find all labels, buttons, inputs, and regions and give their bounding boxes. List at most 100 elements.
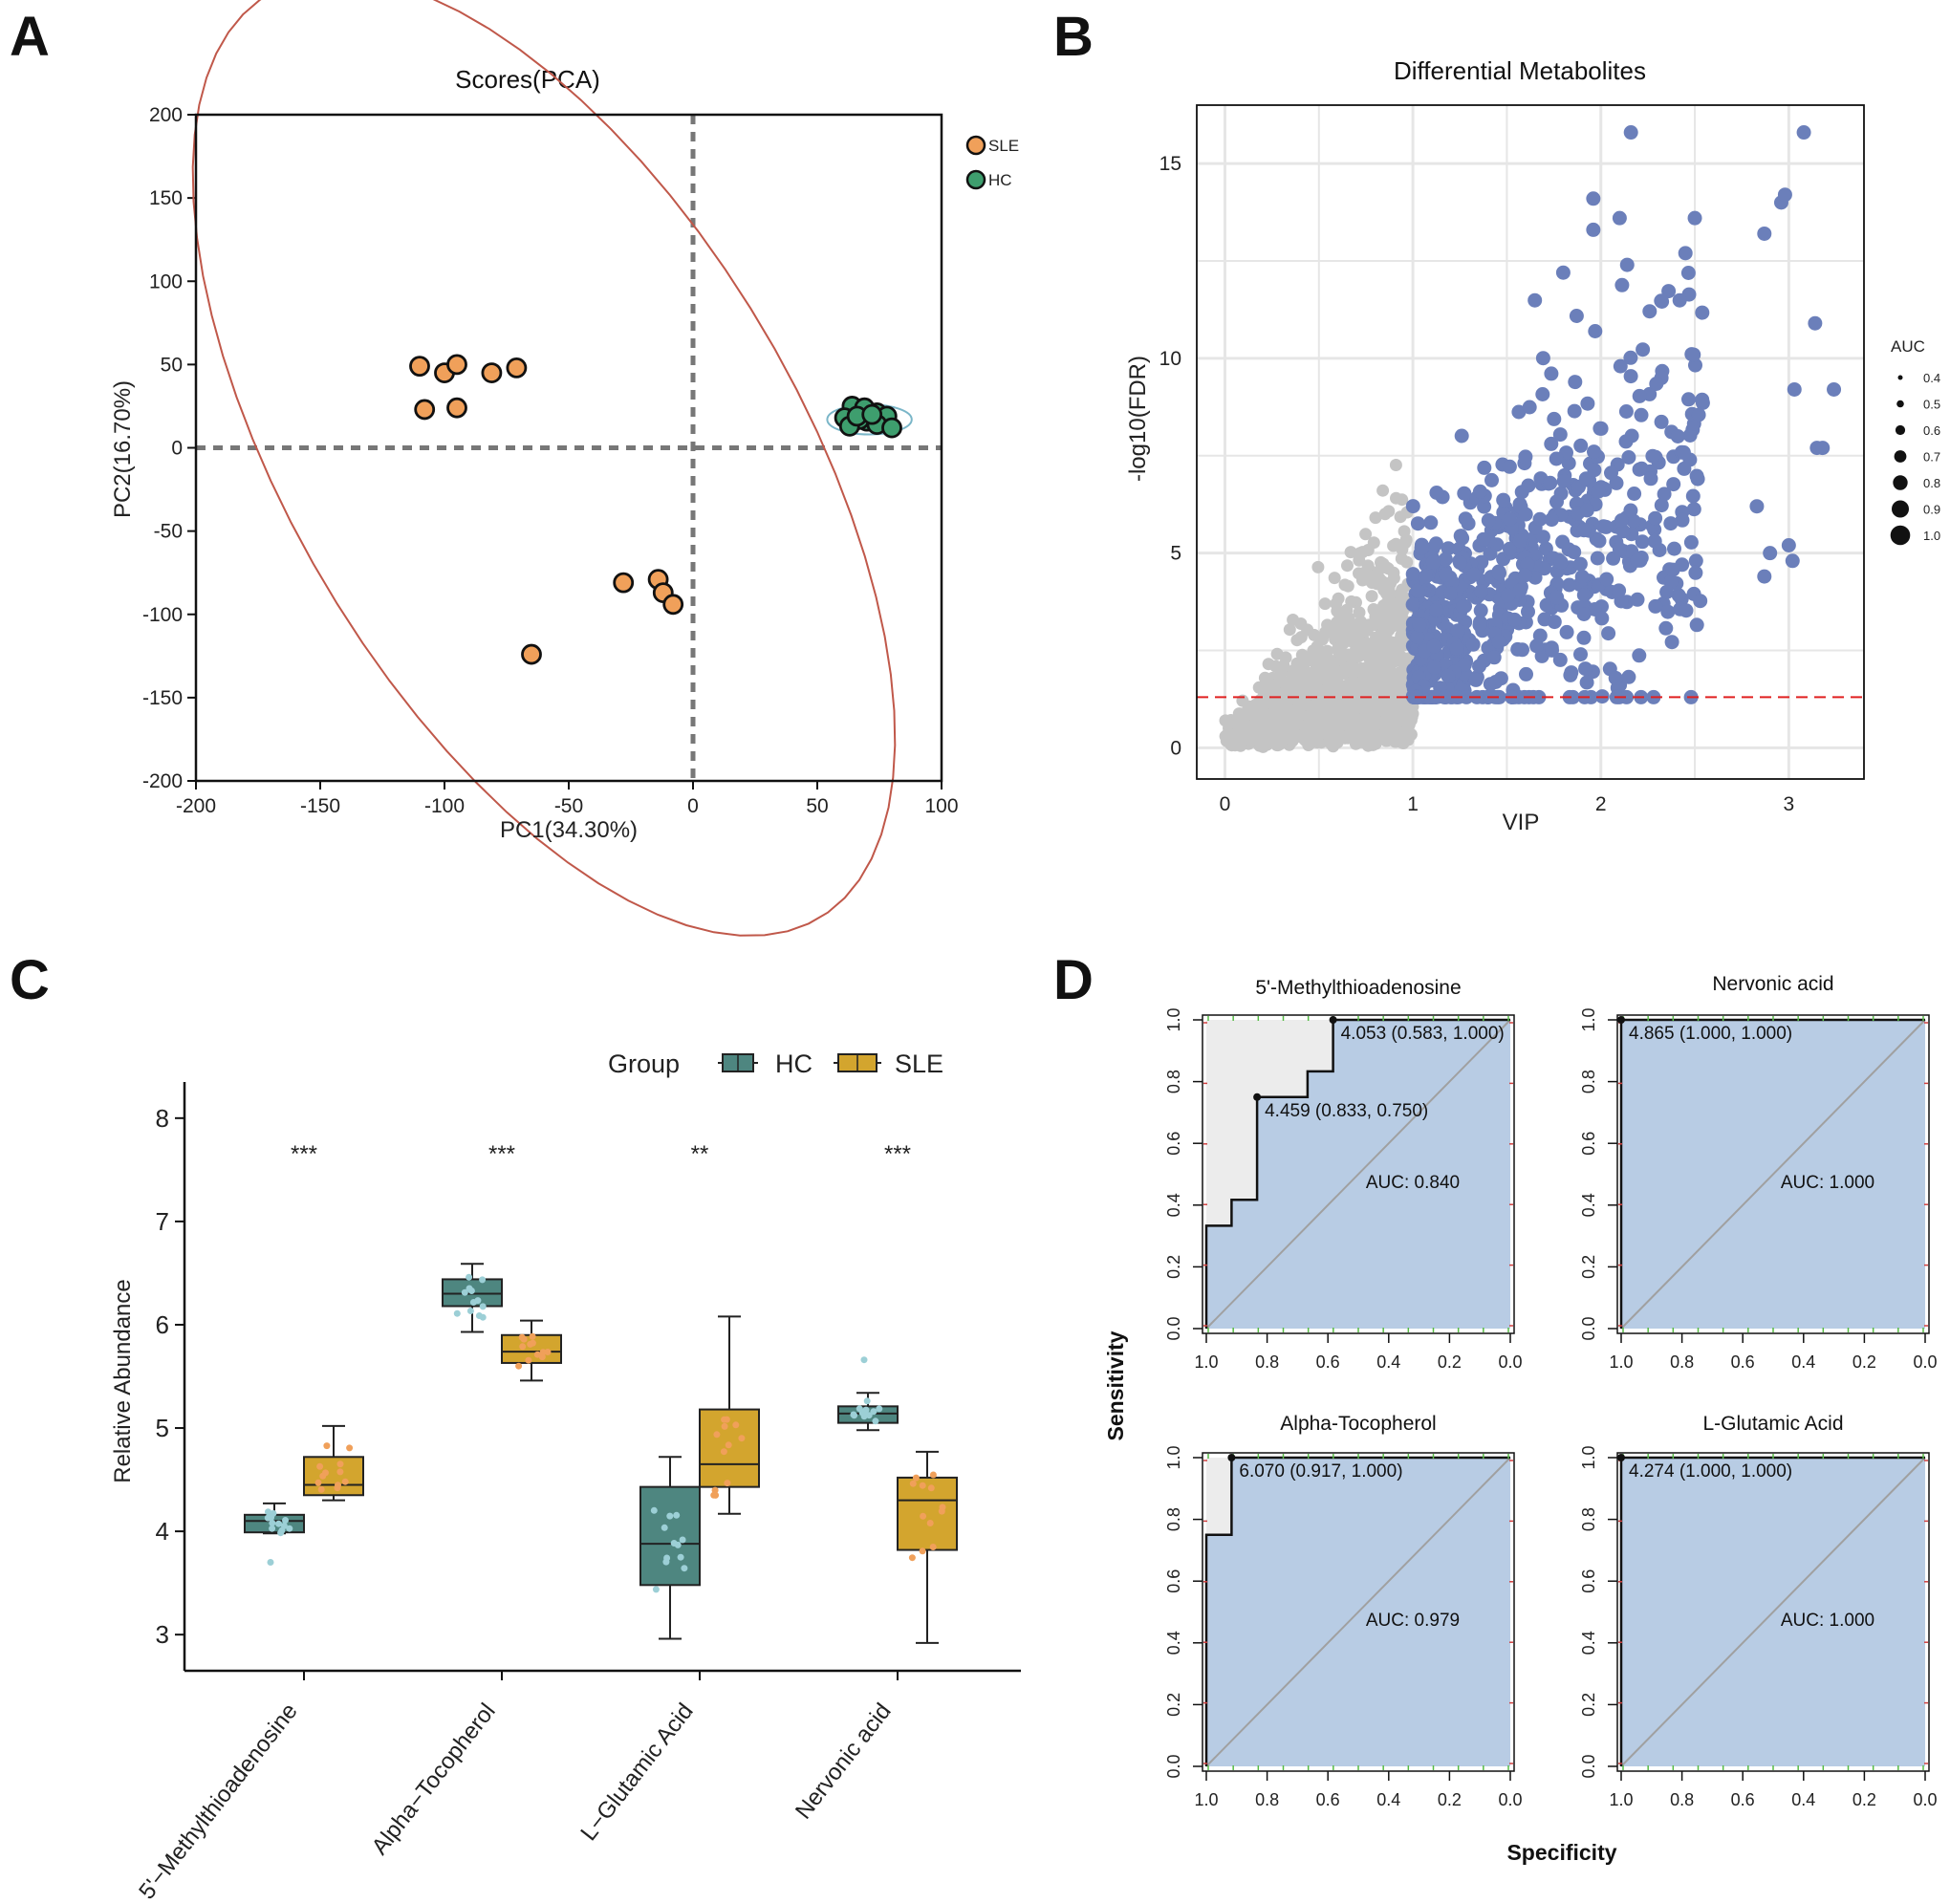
boxplot-data-point-hc xyxy=(670,1540,678,1547)
vip-point-significant xyxy=(1634,407,1649,422)
vip-point-nonsignificant xyxy=(1311,682,1324,696)
pca-plot-area: -200 -150 -100 -50 0 50 100 200 150 100 50 0 -50 -100… xyxy=(142,0,959,937)
roc-y-tick-label: 0.6 xyxy=(1164,1569,1183,1593)
vip-point-significant xyxy=(1472,659,1486,674)
vip-point-significant xyxy=(1635,534,1650,550)
roc-x-tick-label: 0.0 xyxy=(1913,1352,1937,1372)
vip-point-significant xyxy=(1520,556,1535,572)
vip-point-significant xyxy=(1657,487,1672,502)
boxplot-data-point-hc xyxy=(466,1273,473,1281)
roc-x-tick-label: 1.0 xyxy=(1609,1790,1633,1809)
vip-point-significant xyxy=(1623,125,1638,141)
vip-x-tick-label: 1 xyxy=(1407,793,1419,815)
vip-point-significant xyxy=(1654,414,1669,429)
roc-y-tick-label: 0.2 xyxy=(1579,1693,1598,1717)
vip-point-significant xyxy=(1659,584,1675,599)
vip-point-significant xyxy=(1649,377,1664,391)
vip-point-significant xyxy=(1691,407,1706,422)
vip-point-significant xyxy=(1632,648,1647,663)
vip-point-significant xyxy=(1612,210,1627,226)
pca-y-tick-label: -150 xyxy=(142,687,183,709)
boxplot-data-point-hc xyxy=(652,1586,660,1593)
vip-point-significant xyxy=(1418,569,1433,584)
boxplot-data-point-hc xyxy=(453,1309,461,1317)
roc-x-tick-label: 0.6 xyxy=(1731,1790,1755,1809)
boxplot-data-point-hc xyxy=(275,1520,282,1527)
roc-threshold-point xyxy=(1227,1454,1236,1461)
pca-title: Scores(PCA) xyxy=(455,65,600,94)
vip-point-significant xyxy=(1757,226,1772,241)
boxplot-data-point-sle xyxy=(323,1442,331,1450)
vip-point-nonsignificant xyxy=(1292,670,1306,683)
roc-x-tick-label: 0.8 xyxy=(1255,1352,1279,1372)
boxplot-data-point-sle xyxy=(529,1339,536,1347)
roc-frame xyxy=(1616,1014,1930,1334)
vip-point-significant xyxy=(1565,689,1580,704)
roc-auc-label: AUC: 1.000 xyxy=(1781,1611,1874,1631)
pca-y-label: PC2(16.70%) xyxy=(110,380,136,518)
vip-point-significant xyxy=(1787,381,1802,397)
vip-point-nonsignificant xyxy=(1338,667,1352,680)
vip-point-significant xyxy=(1461,516,1476,531)
boxplot-data-point-sle xyxy=(538,1353,546,1361)
boxplot-data-point-sle xyxy=(336,1460,344,1468)
vip-point-significant xyxy=(1686,502,1701,517)
vip-point-significant xyxy=(1671,588,1686,603)
pca-point-sle xyxy=(613,572,635,594)
vip-point-significant xyxy=(1412,617,1427,633)
vip-point-nonsignificant xyxy=(1400,555,1414,569)
vip-point-significant xyxy=(1576,523,1592,538)
pca-y-tick-label: 50 xyxy=(161,354,183,376)
vip-point-significant xyxy=(1477,460,1492,475)
boxplot-category-label: 5'−Methylthioadenosine xyxy=(134,1698,302,1904)
vip-point-significant xyxy=(1528,292,1543,308)
roc-curve xyxy=(1204,1456,1510,1766)
vip-point-significant xyxy=(1443,586,1458,601)
boxplot-category-label: Nervonic acid xyxy=(791,1698,897,1824)
vip-point-significant xyxy=(1683,534,1699,550)
boxplot-data-point-sle xyxy=(525,1356,532,1364)
vip-point-significant xyxy=(1590,551,1605,566)
vip-point-nonsignificant xyxy=(1368,604,1381,617)
vip-point-significant xyxy=(1689,617,1704,633)
vip-point-significant xyxy=(1612,583,1627,598)
vip-point-significant xyxy=(1567,545,1582,560)
vip-point-significant xyxy=(1544,366,1559,381)
vip-point-nonsignificant xyxy=(1315,726,1329,740)
vip-point-significant xyxy=(1601,626,1616,641)
vip-point-nonsignificant xyxy=(1399,533,1413,547)
boxplot-data-point-sle xyxy=(723,1416,730,1423)
vip-point-significant xyxy=(1573,647,1588,662)
vip-point-significant xyxy=(1630,592,1645,607)
roc-y-tick-label: 0.4 xyxy=(1579,1193,1598,1217)
boxplot-data-point-sle xyxy=(919,1547,926,1555)
roc-y-tick-label: 0.2 xyxy=(1164,1255,1183,1279)
vip-point-nonsignificant xyxy=(1368,618,1380,632)
vip-point-significant xyxy=(1598,519,1614,534)
vip-point-significant xyxy=(1423,515,1439,530)
pca-y-tick-label: -200 xyxy=(142,770,183,792)
boxplot-data-point-sle xyxy=(519,1343,527,1351)
pca-x-tick-label: 50 xyxy=(806,795,828,817)
pca-x-tick-label: 0 xyxy=(687,795,699,817)
vip-point-significant xyxy=(1518,449,1533,465)
vip-x-tick-label: 3 xyxy=(1784,793,1795,815)
roc-x-tick-label: 0.8 xyxy=(1670,1352,1694,1372)
vip-point-nonsignificant xyxy=(1307,644,1320,658)
auc-size-legend-marker xyxy=(1890,525,1911,546)
vip-point-significant xyxy=(1677,461,1692,476)
pca-point-sle xyxy=(506,357,528,379)
vip-point-significant xyxy=(1486,650,1502,665)
vip-point-significant xyxy=(1676,444,1691,460)
vip-point-significant xyxy=(1535,387,1550,401)
roc-y-label: Sensitivity xyxy=(1103,1331,1128,1440)
vip-point-significant xyxy=(1563,667,1578,682)
auc-size-legend-marker xyxy=(1894,450,1907,463)
vip-point-nonsignificant xyxy=(1257,705,1270,719)
vip-point-significant xyxy=(1777,187,1792,203)
vip-point-significant xyxy=(1579,675,1594,690)
vip-point-significant xyxy=(1438,689,1453,704)
vip-point-nonsignificant xyxy=(1354,730,1368,743)
roc-title: Nervonic acid xyxy=(1712,973,1833,995)
vip-point-significant xyxy=(1586,191,1601,206)
